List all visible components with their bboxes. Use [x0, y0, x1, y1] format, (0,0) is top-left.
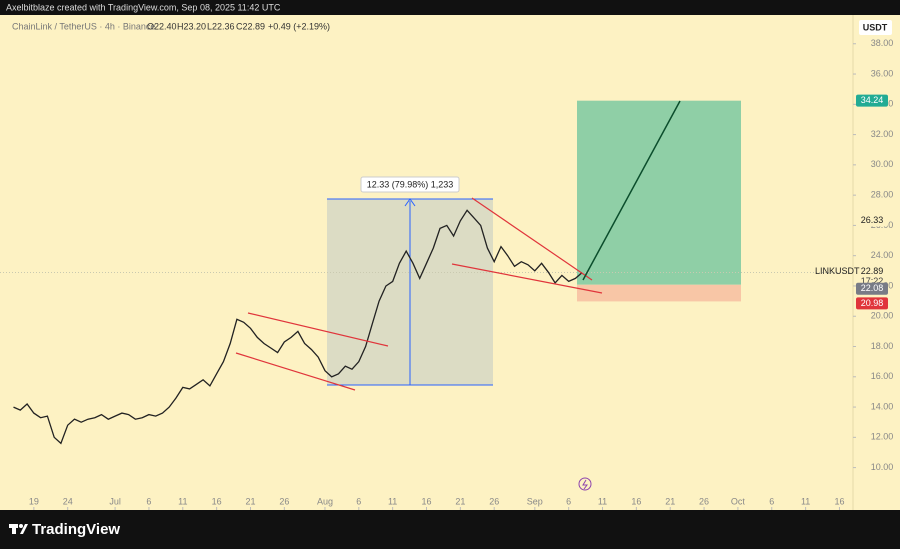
y-tick-label: 24.00: [871, 250, 894, 260]
trendline: [235, 352, 356, 391]
x-tick-label: 11: [388, 496, 397, 506]
x-tick-label: 26: [279, 496, 289, 506]
x-tick-label: 16: [631, 496, 641, 506]
x-tick-label: Oct: [731, 496, 746, 506]
last-price-label-box: [856, 265, 888, 278]
logo: [9, 524, 28, 534]
x-tick-label: 6: [769, 496, 774, 506]
logo-part: [20, 524, 28, 534]
entry-label: 22.08: [861, 283, 884, 293]
x-tick-label: 26: [699, 496, 709, 506]
projection-line: [582, 100, 681, 281]
entry-label-box: [856, 282, 888, 295]
x-tick-label: 21: [455, 496, 465, 506]
y-tick-label: 18.00: [871, 341, 894, 351]
event-icon-bolt: [582, 479, 588, 490]
x-tick-label: 21: [665, 496, 675, 506]
measure-label: 12.33 (79.98%) 1,233: [367, 179, 454, 189]
x-tick-label: 21: [245, 496, 255, 506]
x-tick-label: Jul: [109, 496, 121, 506]
x-tick-label: 16: [834, 496, 844, 506]
countdown: 17:22: [861, 276, 884, 286]
resistance-label-box: [856, 214, 888, 227]
y-tick-label: 38.00: [871, 38, 894, 48]
target-label: 34.24: [861, 95, 884, 105]
x-tick-label: 26: [489, 496, 499, 506]
x-tick-label: 16: [212, 496, 222, 506]
ohlc-close: C22.89: [236, 21, 265, 31]
last-price-label: 22.89: [861, 266, 884, 276]
resistance-label: 26.33: [861, 215, 884, 225]
stop-label: 20.98: [861, 298, 884, 308]
stop-zone: [577, 284, 741, 302]
price-line: [13, 209, 583, 445]
currency-box: [859, 20, 892, 35]
currency: USDT: [863, 22, 888, 32]
y-tick-label: 12.00: [871, 432, 894, 442]
y-tick-label: 30.00: [871, 159, 894, 169]
y-tick-label: 14.00: [871, 401, 894, 411]
symbol: ChainLink / TetherUS · 4h · Binance: [12, 21, 155, 31]
target-zone: [577, 100, 741, 285]
x-tick-label: 16: [421, 496, 431, 506]
trendline: [451, 263, 603, 294]
x-tick-label: 11: [801, 496, 810, 506]
x-tick-label: 19: [29, 496, 39, 506]
footer-bar: [0, 510, 900, 549]
trendline: [247, 312, 389, 347]
measure-label-box: [360, 176, 460, 193]
event-icon: [578, 477, 592, 491]
header-bar: [0, 0, 900, 15]
header-text: Axelbitblaze created with TradingView.co…: [6, 2, 281, 12]
x-tick-label: Aug: [317, 496, 333, 506]
footer-brand: TradingView: [32, 521, 120, 538]
y-tick-label: 36.00: [871, 68, 894, 78]
x-tick-label: 11: [178, 496, 187, 506]
target-label-box: [856, 94, 888, 107]
x-tick-label: Sep: [527, 496, 543, 506]
y-tick-label: 10.00: [871, 462, 894, 472]
stop-label-box: [856, 297, 888, 310]
y-tick-label: 16.00: [871, 371, 894, 381]
ohlc-low: L22.36: [207, 21, 235, 31]
x-tick-label: 6: [146, 496, 151, 506]
trendlines: [235, 197, 603, 391]
y-tick-label: 28.00: [871, 190, 894, 200]
change: +0.49 (+2.19%): [268, 21, 330, 31]
logo-part: [12, 524, 16, 534]
measure-arrowhead: [404, 198, 416, 207]
ohlc-high: H23.20: [177, 21, 206, 31]
y-tick-label: 32.00: [871, 129, 894, 139]
y-tick-label: 20.00: [871, 311, 894, 321]
ohlc-open: O22.40: [147, 21, 177, 31]
x-tick-label: 6: [356, 496, 361, 506]
logo-part: [19, 524, 23, 528]
x-tick-label: 11: [598, 496, 607, 506]
ticker-label: LINKUSDT: [815, 266, 860, 276]
x-tick-label: 6: [566, 496, 571, 506]
trendline: [471, 197, 593, 281]
x-tick-label: 24: [63, 496, 73, 506]
